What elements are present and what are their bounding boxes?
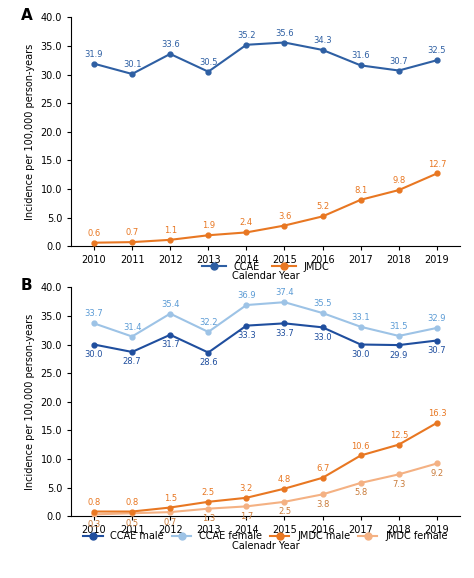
Text: 0.7: 0.7 — [126, 228, 139, 237]
Text: 30.5: 30.5 — [199, 58, 218, 66]
Text: 35.6: 35.6 — [275, 28, 294, 38]
Text: A: A — [20, 8, 32, 23]
Text: 31.4: 31.4 — [123, 323, 141, 332]
Text: 31.9: 31.9 — [85, 50, 103, 59]
Text: 31.6: 31.6 — [351, 51, 370, 61]
Text: 10.6: 10.6 — [351, 442, 370, 450]
Text: 9.8: 9.8 — [392, 176, 405, 185]
Text: 2.4: 2.4 — [240, 218, 253, 228]
Text: 1.1: 1.1 — [164, 226, 177, 235]
Text: 30.7: 30.7 — [428, 346, 446, 355]
Text: 12.5: 12.5 — [390, 431, 408, 440]
Text: 33.6: 33.6 — [161, 40, 180, 49]
Text: 33.7: 33.7 — [84, 309, 103, 318]
Text: 12.7: 12.7 — [428, 160, 446, 169]
Text: 33.3: 33.3 — [237, 331, 256, 340]
Text: 30.7: 30.7 — [390, 57, 408, 65]
Text: 1.7: 1.7 — [240, 512, 253, 521]
Text: 35.4: 35.4 — [161, 299, 180, 309]
Text: 34.3: 34.3 — [313, 36, 332, 45]
Text: 1.5: 1.5 — [164, 494, 177, 503]
Y-axis label: Incidence per 100,000 person-years: Incidence per 100,000 person-years — [25, 314, 35, 490]
Text: 5.8: 5.8 — [354, 488, 367, 498]
Text: B: B — [20, 278, 32, 293]
Text: 28.7: 28.7 — [123, 357, 141, 366]
Text: 28.6: 28.6 — [199, 358, 218, 367]
Text: 30.0: 30.0 — [351, 350, 370, 359]
Text: 7.3: 7.3 — [392, 480, 405, 489]
X-axis label: Calendar Year: Calendar Year — [232, 271, 299, 281]
Text: 4.8: 4.8 — [278, 475, 291, 484]
Text: 0.6: 0.6 — [87, 229, 100, 238]
Text: 32.9: 32.9 — [428, 314, 446, 323]
Text: 1.9: 1.9 — [202, 221, 215, 230]
Text: 30.1: 30.1 — [123, 60, 141, 69]
Legend: CCAE male, CCAE female, JMDC male, JMDC female: CCAE male, CCAE female, JMDC male, JMDC … — [79, 527, 452, 545]
Text: 36.9: 36.9 — [237, 291, 255, 300]
Text: 0.5: 0.5 — [126, 518, 138, 528]
Text: 0.8: 0.8 — [126, 498, 139, 506]
Text: 33.7: 33.7 — [275, 329, 294, 338]
Text: 35.2: 35.2 — [237, 31, 255, 40]
Text: 16.3: 16.3 — [428, 409, 446, 418]
Text: 33.1: 33.1 — [351, 313, 370, 322]
Legend: CCAE, JMDC: CCAE, JMDC — [198, 258, 333, 276]
Text: 8.1: 8.1 — [354, 186, 367, 195]
Text: 31.5: 31.5 — [390, 322, 408, 331]
Text: 3.2: 3.2 — [240, 484, 253, 493]
Text: 2.5: 2.5 — [278, 507, 291, 516]
Text: 3.8: 3.8 — [316, 500, 329, 509]
Text: 35.5: 35.5 — [313, 299, 332, 308]
Text: 32.5: 32.5 — [428, 46, 446, 55]
Text: 33.0: 33.0 — [313, 333, 332, 342]
Text: 0.8: 0.8 — [87, 498, 100, 506]
Text: 9.2: 9.2 — [430, 469, 444, 478]
X-axis label: Calenadr Year: Calenadr Year — [232, 540, 299, 551]
Text: 31.7: 31.7 — [161, 340, 180, 349]
Text: 29.9: 29.9 — [390, 351, 408, 360]
Text: 6.7: 6.7 — [316, 464, 329, 473]
Y-axis label: Incidence per 100,000 person-years: Incidence per 100,000 person-years — [25, 43, 35, 220]
Text: 32.2: 32.2 — [199, 318, 218, 327]
Text: 0.3: 0.3 — [87, 520, 100, 529]
Text: 1.3: 1.3 — [201, 514, 215, 523]
Text: 2.5: 2.5 — [202, 488, 215, 497]
Text: 3.6: 3.6 — [278, 212, 291, 221]
Text: 0.7: 0.7 — [164, 518, 177, 527]
Text: 37.4: 37.4 — [275, 288, 294, 297]
Text: 5.2: 5.2 — [316, 202, 329, 212]
Text: 30.0: 30.0 — [85, 350, 103, 359]
